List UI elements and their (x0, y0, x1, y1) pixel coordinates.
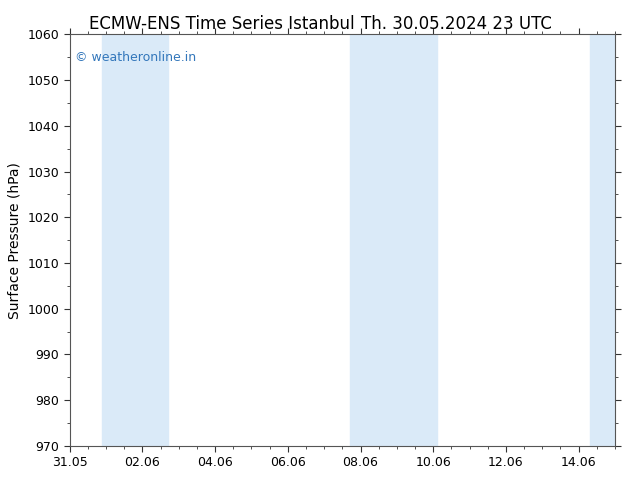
Text: © weatheronline.in: © weatheronline.in (75, 51, 197, 64)
Bar (103, 34, 168, 446)
Y-axis label: Surface Pressure (hPa): Surface Pressure (hPa) (8, 162, 22, 318)
Text: Th. 30.05.2024 23 UTC: Th. 30.05.2024 23 UTC (361, 15, 552, 33)
Bar (590, 34, 633, 446)
Text: ECMW-ENS Time Series Istanbul: ECMW-ENS Time Series Istanbul (89, 15, 354, 33)
Bar (349, 34, 437, 446)
